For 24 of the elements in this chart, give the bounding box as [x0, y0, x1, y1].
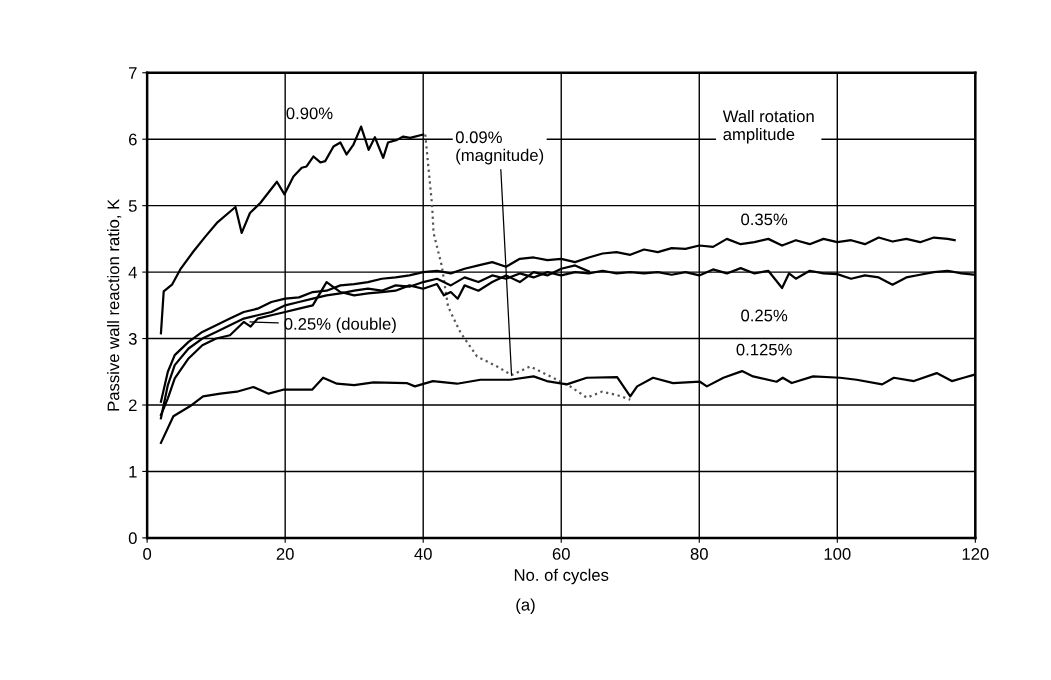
x-tick-label: 100	[824, 548, 851, 560]
x-tick-label: 80	[690, 548, 708, 560]
y-axis-title: Passive wall reaction ratio, K	[107, 198, 122, 411]
y-tick-label: 1	[129, 466, 137, 478]
text: (a)	[516, 598, 535, 614]
y-tick-label: 6	[129, 133, 137, 146]
annotation: 0.125%	[736, 343, 792, 356]
y-tick-label: 7	[129, 67, 137, 79]
y-tick-label: 5	[128, 200, 137, 212]
annotation: 0.25%	[741, 309, 788, 322]
x-tick-label: 20	[276, 548, 294, 560]
y-tick-label: 2	[128, 399, 137, 412]
y-tick-label: 4	[128, 266, 137, 279]
y-tick-label: 0	[128, 532, 137, 545]
x-tick-label: 0	[143, 548, 152, 560]
x-tick-label: 120	[962, 548, 989, 560]
annotation: 0.09% (magnitude)	[455, 131, 544, 165]
annotation: 0.90%	[286, 107, 333, 120]
y-tick-label: 3	[128, 332, 137, 345]
annotation: Wall rotation amplitude	[722, 109, 814, 144]
annotation: 0.35%	[741, 213, 788, 226]
x-axis-title: No. of cycles	[514, 568, 609, 585]
x-tick-label: 60	[552, 548, 570, 560]
x-tick-label: 40	[414, 548, 432, 560]
